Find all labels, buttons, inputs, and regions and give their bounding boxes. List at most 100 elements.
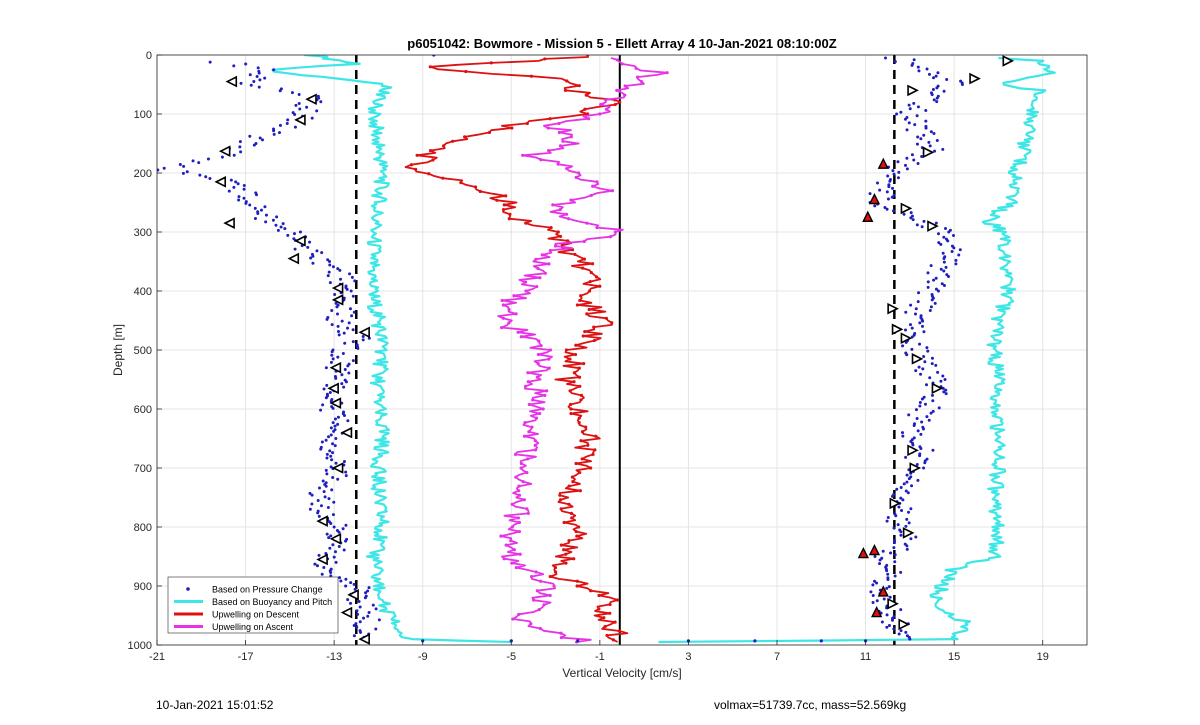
series-point (582, 362, 586, 366)
pressure-change-point (204, 175, 208, 179)
pressure-change-point (880, 620, 884, 624)
series-point (564, 552, 568, 556)
hollow-triangle-marker (218, 145, 231, 157)
pressure-change-point (927, 140, 931, 144)
pressure-change-point (336, 477, 340, 481)
pressure-change-point (340, 373, 344, 377)
series-point (536, 362, 540, 366)
series-point (561, 139, 565, 143)
pressure-change-point (208, 60, 212, 64)
series-point (531, 398, 535, 402)
series-point (519, 461, 524, 466)
pressure-change-point (932, 278, 936, 282)
series-point (635, 75, 640, 79)
pressure-change-point (358, 605, 362, 609)
pressure-change-point (325, 317, 329, 321)
series-point (553, 244, 558, 248)
pressure-change-point (892, 546, 896, 550)
series-point (563, 88, 568, 92)
pressure-change-point (916, 65, 920, 69)
pressure-change-point (941, 147, 945, 151)
pressure-change-point (890, 618, 894, 622)
pressure-change-point (886, 174, 890, 178)
series-point (534, 570, 538, 574)
pressure-change-point (921, 319, 925, 323)
pressure-change-point (324, 396, 328, 400)
series-point (501, 207, 506, 212)
pressure-change-point (915, 416, 919, 420)
pressure-change-point (916, 300, 920, 304)
pressure-change-point (886, 578, 890, 582)
pressure-change-point (923, 461, 927, 465)
pressure-change-point (883, 206, 887, 210)
pressure-change-point (181, 171, 185, 175)
pressure-change-point (889, 551, 893, 555)
series-point (610, 321, 614, 325)
pressure-change-point (298, 107, 302, 111)
pressure-change-point (899, 485, 903, 489)
series-point (547, 366, 551, 370)
pressure-change-point (875, 181, 879, 185)
pressure-change-point (895, 112, 899, 116)
pressure-change-point (347, 321, 351, 325)
pressure-change-point (931, 448, 935, 452)
series-point (535, 589, 540, 593)
pressure-change-point (344, 539, 348, 543)
pressure-change-point (897, 170, 901, 174)
pressure-change-point (332, 429, 336, 433)
pressure-change-point (333, 444, 337, 448)
series-point (500, 325, 504, 330)
pressure-change-point (309, 256, 313, 260)
pressure-change-point (905, 473, 909, 477)
pressure-change-point (260, 138, 264, 142)
pressure-change-point (923, 402, 927, 406)
y-axis-label: Depth [m] (111, 324, 125, 376)
pressure-change-point (924, 119, 928, 123)
series-point (567, 502, 571, 506)
pressure-change-point (338, 576, 342, 580)
pressure-change-point (893, 574, 897, 578)
series-line (271, 55, 512, 644)
series-point (577, 366, 581, 370)
pressure-change-point (237, 198, 241, 202)
pressure-change-point (936, 71, 940, 75)
series-point (559, 631, 563, 635)
pressure-change-point (248, 203, 252, 207)
pressure-change-point (912, 436, 916, 440)
pressure-change-point (910, 335, 914, 339)
pressure-change-point (924, 108, 928, 112)
pressure-change-point (351, 294, 355, 298)
series-point (570, 475, 574, 479)
series-point (543, 393, 547, 397)
series-point (611, 638, 615, 642)
series-point (568, 357, 572, 361)
pressure-change-point (937, 406, 941, 410)
pressure-change-point (892, 526, 896, 530)
pressure-change-point (331, 265, 335, 269)
pressure-change-point (901, 434, 905, 438)
pressure-change-point (320, 440, 324, 444)
series-point (559, 636, 563, 640)
y-tick-label: 0 (146, 50, 152, 62)
pressure-change-point (276, 228, 280, 232)
series-point (502, 557, 506, 561)
pressure-change-point (286, 233, 290, 237)
series-point (523, 280, 528, 284)
pressure-change-point (907, 121, 911, 125)
pressure-change-point (374, 627, 378, 631)
series-point (532, 598, 536, 602)
pressure-change-point (342, 548, 346, 552)
pressure-change-point (914, 369, 918, 373)
series-point (582, 239, 586, 244)
x-tick-label: 3 (685, 651, 691, 663)
pressure-change-point (220, 155, 224, 159)
pressure-change-point (321, 403, 325, 407)
hollow-triangle-marker (329, 397, 342, 409)
series-point (568, 402, 573, 407)
series-point (539, 158, 543, 162)
series-point (501, 316, 505, 320)
pressure-change-point (887, 585, 891, 589)
pressure-change-point (881, 549, 885, 553)
series-point (665, 71, 669, 75)
pressure-change-point (939, 242, 943, 246)
